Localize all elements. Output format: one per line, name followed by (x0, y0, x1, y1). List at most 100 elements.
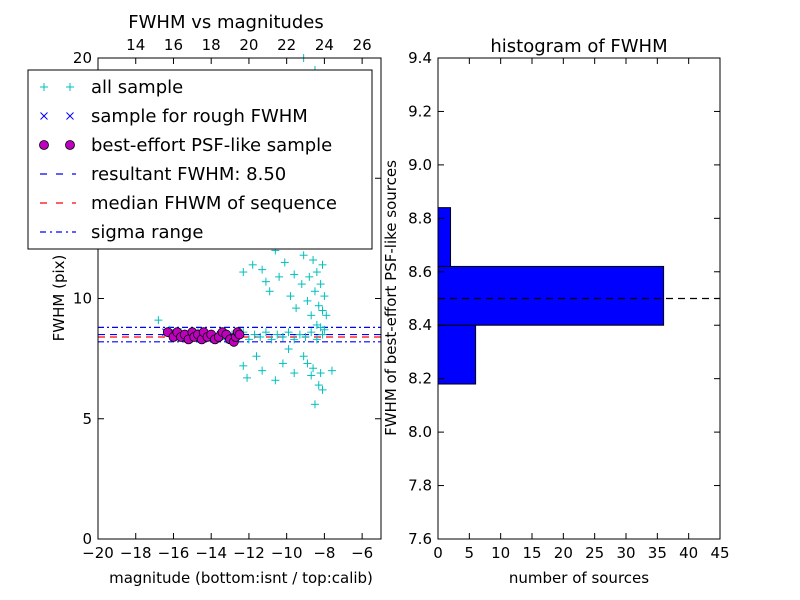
all-sample-point (267, 335, 276, 344)
all-sample-point (248, 260, 257, 269)
scatter-top-x-tick-label: 16 (164, 36, 183, 54)
scatter-top-x-tick-label: 24 (315, 36, 334, 54)
histogram-y-tick-label: 8.8 (408, 209, 432, 227)
histogram-y-tick-label: 7.6 (408, 530, 432, 548)
histogram-title: histogram of FWHM (490, 36, 667, 57)
all-sample-point (290, 270, 299, 279)
scatter-legend: all sample sample for rough FWHM best-ef… (27, 69, 373, 250)
scatter-x-tick-label: −10 (271, 544, 303, 562)
all-sample-point (290, 335, 299, 344)
scatter-x-tick-label: −14 (195, 544, 227, 562)
all-sample-point (307, 328, 316, 337)
all-sample-point (327, 366, 336, 375)
histogram-y-tick-label: 8.2 (408, 370, 432, 388)
all-sample-point (305, 272, 314, 281)
all-sample-point (297, 280, 306, 289)
scatter-x-tick-label: −8 (313, 544, 335, 562)
all-sample-point (316, 280, 325, 289)
all-sample-point (243, 373, 252, 382)
all-sample-point (318, 385, 327, 394)
all-sample-point (250, 330, 259, 339)
scatter-y-axis-label: FWHM (pix) (50, 255, 68, 342)
histogram-y-tick-label: 9.0 (408, 156, 432, 174)
scatter-y-tick-label: 20 (73, 49, 92, 67)
series-best-effort-psf-like-sample (162, 327, 245, 347)
all-sample-point (284, 345, 293, 354)
all-sample-point (320, 292, 329, 301)
histogram-axes-frame (437, 57, 721, 540)
scatter-top-x-tick-label: 22 (277, 36, 296, 54)
all-sample-point (278, 332, 287, 341)
all-sample-point (322, 311, 331, 320)
scatter-top-x-tick-label: 18 (202, 36, 221, 54)
scatter-y-tick-label: 10 (73, 290, 92, 308)
scatter-top-x-tick-label: 14 (126, 36, 145, 54)
all-sample-point (239, 268, 248, 277)
scatter-x-tick-label: −20 (82, 544, 114, 562)
all-sample-point (258, 265, 267, 274)
all-sample-point (309, 364, 318, 373)
all-sample-point (299, 251, 308, 260)
histogram-y-tick-label: 9.2 (408, 102, 432, 120)
all-sample-point (307, 371, 316, 380)
legend-marker-x (40, 112, 48, 120)
all-sample-point (309, 256, 318, 265)
legend-marker-x (66, 112, 74, 120)
scatter-x-tick-label: −12 (233, 544, 265, 562)
all-sample-point (290, 369, 299, 378)
all-sample-point (310, 287, 319, 296)
histogram-y-tick-label: 8.6 (408, 263, 432, 281)
all-sample-point (244, 335, 253, 344)
legend-marker-plus (66, 83, 74, 91)
histogram-x-tick-label: 40 (679, 544, 698, 562)
legend-markers (39, 83, 76, 233)
all-sample-point (154, 316, 163, 325)
legend-label-all-sample: all sample (91, 77, 183, 98)
all-sample-point (258, 366, 267, 375)
histogram-ticks: 0 5 10 15 20 25 30 35 40 45 7.6 7.8 8.0 8.2 8.4 8.6 8.8 9… (408, 49, 729, 562)
all-sample-point (299, 352, 308, 361)
legend-label-psf-sample: best-effort PSF-like sample (91, 135, 332, 156)
histogram-panel: 0 5 10 15 20 25 30 35 40 45 7.6 7.8 8.0 8.2 8.4 8.6 8.8 9… (382, 36, 730, 587)
histogram-x-axis-label: number of sources (509, 569, 649, 587)
scatter-y-tick-label: 0 (82, 530, 92, 548)
histogram-x-tick-label: 35 (648, 544, 667, 562)
legend-label-rough-sample: sample for rough FWHM (91, 106, 308, 127)
histogram-y-tick-label: 9.4 (408, 49, 432, 67)
all-sample-point (261, 328, 270, 337)
all-sample-point (256, 332, 265, 341)
histogram-x-tick-label: 0 (433, 544, 443, 562)
all-sample-point (303, 359, 312, 368)
all-sample-point (301, 332, 310, 341)
all-sample-point (320, 325, 329, 334)
all-sample-point (316, 369, 325, 378)
histogram-y-tick-label: 8.4 (408, 316, 432, 334)
all-sample-point (318, 260, 327, 269)
all-sample-point (239, 361, 248, 370)
all-sample-point (271, 376, 280, 385)
legend-frame (27, 69, 373, 250)
legend-label-median-fwhm: median FHWM of sequence (91, 193, 337, 214)
all-sample-point (280, 258, 289, 267)
histogram-x-tick-label: 5 (465, 544, 475, 562)
all-sample-point (314, 301, 323, 310)
all-sample-point (278, 359, 287, 368)
all-sample-point (312, 268, 321, 277)
all-sample-point (261, 277, 270, 286)
scatter-x-axis-label: magnitude (bottom:isnt / top:calib) (109, 569, 373, 587)
histogram-x-tick-label: 20 (554, 544, 573, 562)
legend-label-sigma-range: sigma range (91, 222, 203, 243)
all-sample-point (273, 330, 282, 339)
all-sample-point (307, 311, 316, 320)
scatter-ticks: −20 −18 −16 −14 −12 −10 −8 −6 14 16 18 20 22 24 26 0 5 10… (73, 36, 381, 562)
all-sample-point (314, 381, 323, 390)
histogram-bar (437, 207, 452, 267)
psf-sample-point (234, 329, 245, 340)
legend-label-resultant-fwhm: resultant FWHM: 8.50 (91, 164, 286, 185)
all-sample-point (312, 335, 321, 344)
all-sample-point (295, 330, 304, 339)
all-sample-point (275, 272, 284, 281)
all-sample-point (318, 330, 327, 339)
all-sample-point (284, 328, 293, 337)
